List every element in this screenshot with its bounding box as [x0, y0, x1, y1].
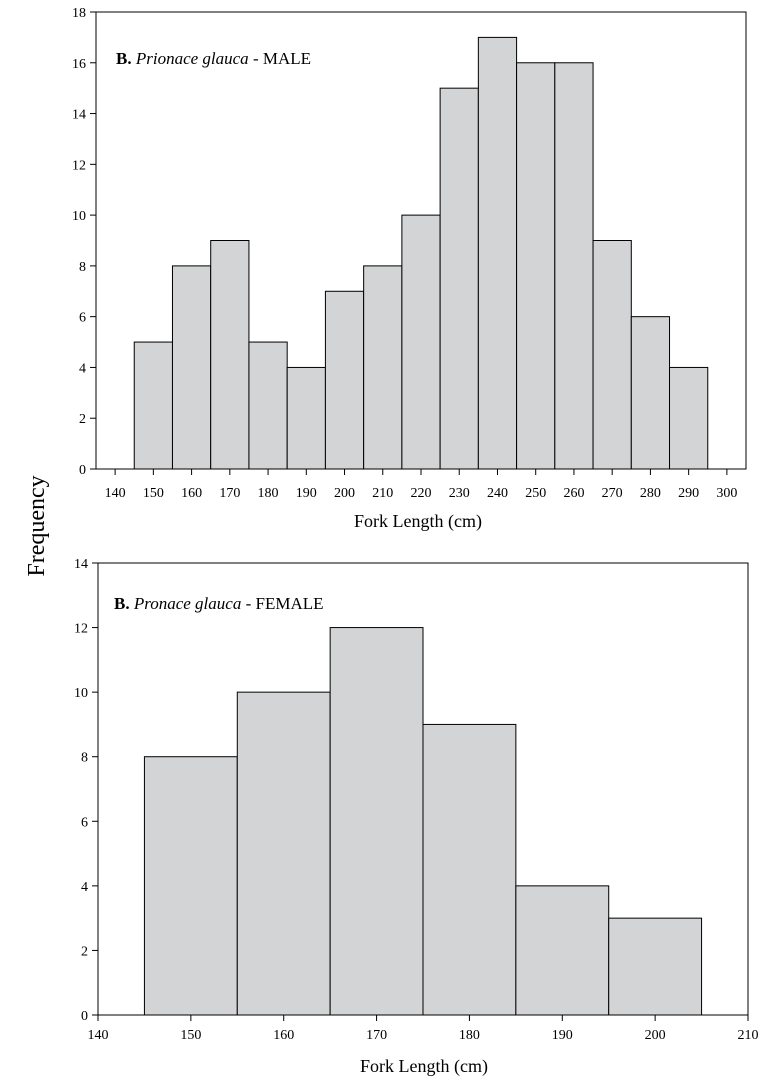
x-tick-label: 200	[334, 486, 355, 501]
x-tick-label: 190	[296, 486, 317, 501]
chart-panel-female: 0 2 4 6 8 10 12 14 140 150 160 170 180 190 200 210 B. …	[74, 557, 759, 1077]
bar-230	[439, 87, 479, 470]
bar-180	[248, 341, 288, 470]
x-tick-label: 140	[105, 486, 126, 501]
x-tick-label: 300	[716, 486, 737, 501]
y-tick-label: 10	[74, 686, 88, 701]
bar-270	[592, 240, 632, 470]
species-name: Pronace glauca	[133, 594, 241, 613]
x-tick-label: 280	[640, 486, 661, 501]
x-tick-label: 180	[258, 486, 279, 501]
panel-title: B. Pronace glauca - FEMALE	[114, 594, 324, 613]
bar-150	[143, 756, 238, 1016]
x-tick-label: 170	[219, 486, 240, 501]
y-tick-label: 2	[81, 944, 88, 959]
x-tick-label: 180	[459, 1028, 480, 1043]
bar-group	[133, 36, 709, 470]
x-tick-label: 190	[552, 1028, 573, 1043]
y-tick-label: 12	[74, 622, 88, 637]
bar-240	[477, 36, 518, 470]
x-tick-label: 170	[366, 1028, 387, 1043]
bar-290	[669, 366, 709, 470]
x-tick-label: 250	[525, 486, 546, 501]
bar-170	[210, 240, 250, 470]
y-tick-label: 12	[72, 158, 86, 173]
bar-210	[363, 265, 403, 470]
bar-280	[630, 316, 671, 470]
bar-200	[608, 917, 703, 1016]
x-tick-label: 210	[372, 486, 393, 501]
y-axis: 0 2 4 6 8 10 12 14	[74, 557, 98, 1024]
y-tick-label: 2	[79, 412, 86, 427]
y-tick-label: 6	[79, 311, 86, 326]
bar-160	[171, 265, 212, 470]
bar-170	[329, 627, 424, 1016]
bar-200	[324, 290, 365, 470]
bar-150	[133, 341, 173, 470]
y-tick-label: 0	[79, 463, 86, 478]
panel-letter: B.	[116, 49, 132, 68]
x-tick-label: 160	[181, 486, 202, 501]
x-axis-label: Fork Length (cm)	[354, 511, 482, 532]
y-tick-label: 4	[81, 880, 88, 895]
x-tick-label: 240	[487, 486, 508, 501]
bar-180	[422, 723, 517, 1016]
x-tick-label: 210	[738, 1028, 759, 1043]
x-axis: 140 150 160 170 180 190 200 210 220 230 240 250 260 2…	[105, 469, 737, 501]
x-tick-label: 270	[602, 486, 623, 501]
x-tick-label: 230	[449, 486, 470, 501]
bar-group	[143, 627, 703, 1016]
y-tick-label: 8	[81, 751, 88, 766]
bar-250	[516, 62, 556, 470]
y-tick-label: 10	[72, 209, 86, 224]
x-axis: 140 150 160 170 180 190 200 210	[88, 1015, 759, 1043]
y-tick-label: 8	[79, 260, 86, 275]
species-name: Prionace glauca	[135, 49, 249, 68]
y-tick-label: 14	[74, 557, 88, 572]
x-tick-label: 160	[273, 1028, 294, 1043]
x-tick-label: 290	[678, 486, 699, 501]
chart-panel-male: 0 2 4 6 8 10 12 14 16 18 140 150 160 170 180 190 200 210…	[72, 6, 747, 532]
panel-title: B. Prionace glauca - MALE	[116, 49, 311, 68]
x-tick-label: 140	[88, 1028, 109, 1043]
sex-label: FEMALE	[256, 594, 324, 613]
bar-220	[401, 214, 441, 470]
x-tick-label: 220	[411, 486, 432, 501]
bar-160	[236, 691, 331, 1016]
sex-label: MALE	[263, 49, 311, 68]
x-tick-label: 150	[143, 486, 164, 501]
y-tick-label: 6	[81, 815, 88, 830]
x-tick-label: 150	[180, 1028, 201, 1043]
bar-190	[286, 366, 326, 470]
bar-260	[554, 62, 594, 470]
x-tick-label: 200	[645, 1028, 666, 1043]
x-axis-label: Fork Length (cm)	[360, 1056, 488, 1077]
x-tick-label: 260	[563, 486, 584, 501]
y-tick-label: 0	[81, 1009, 88, 1024]
y-tick-label: 18	[72, 6, 86, 21]
y-axis-label: Frequency	[24, 475, 50, 576]
panel-letter: B.	[114, 594, 130, 613]
y-tick-label: 14	[72, 108, 86, 123]
y-axis: 0 2 4 6 8 10 12 14 16 18	[72, 6, 96, 478]
y-tick-label: 16	[72, 57, 86, 72]
bar-190	[515, 885, 610, 1016]
y-tick-label: 4	[79, 361, 86, 376]
